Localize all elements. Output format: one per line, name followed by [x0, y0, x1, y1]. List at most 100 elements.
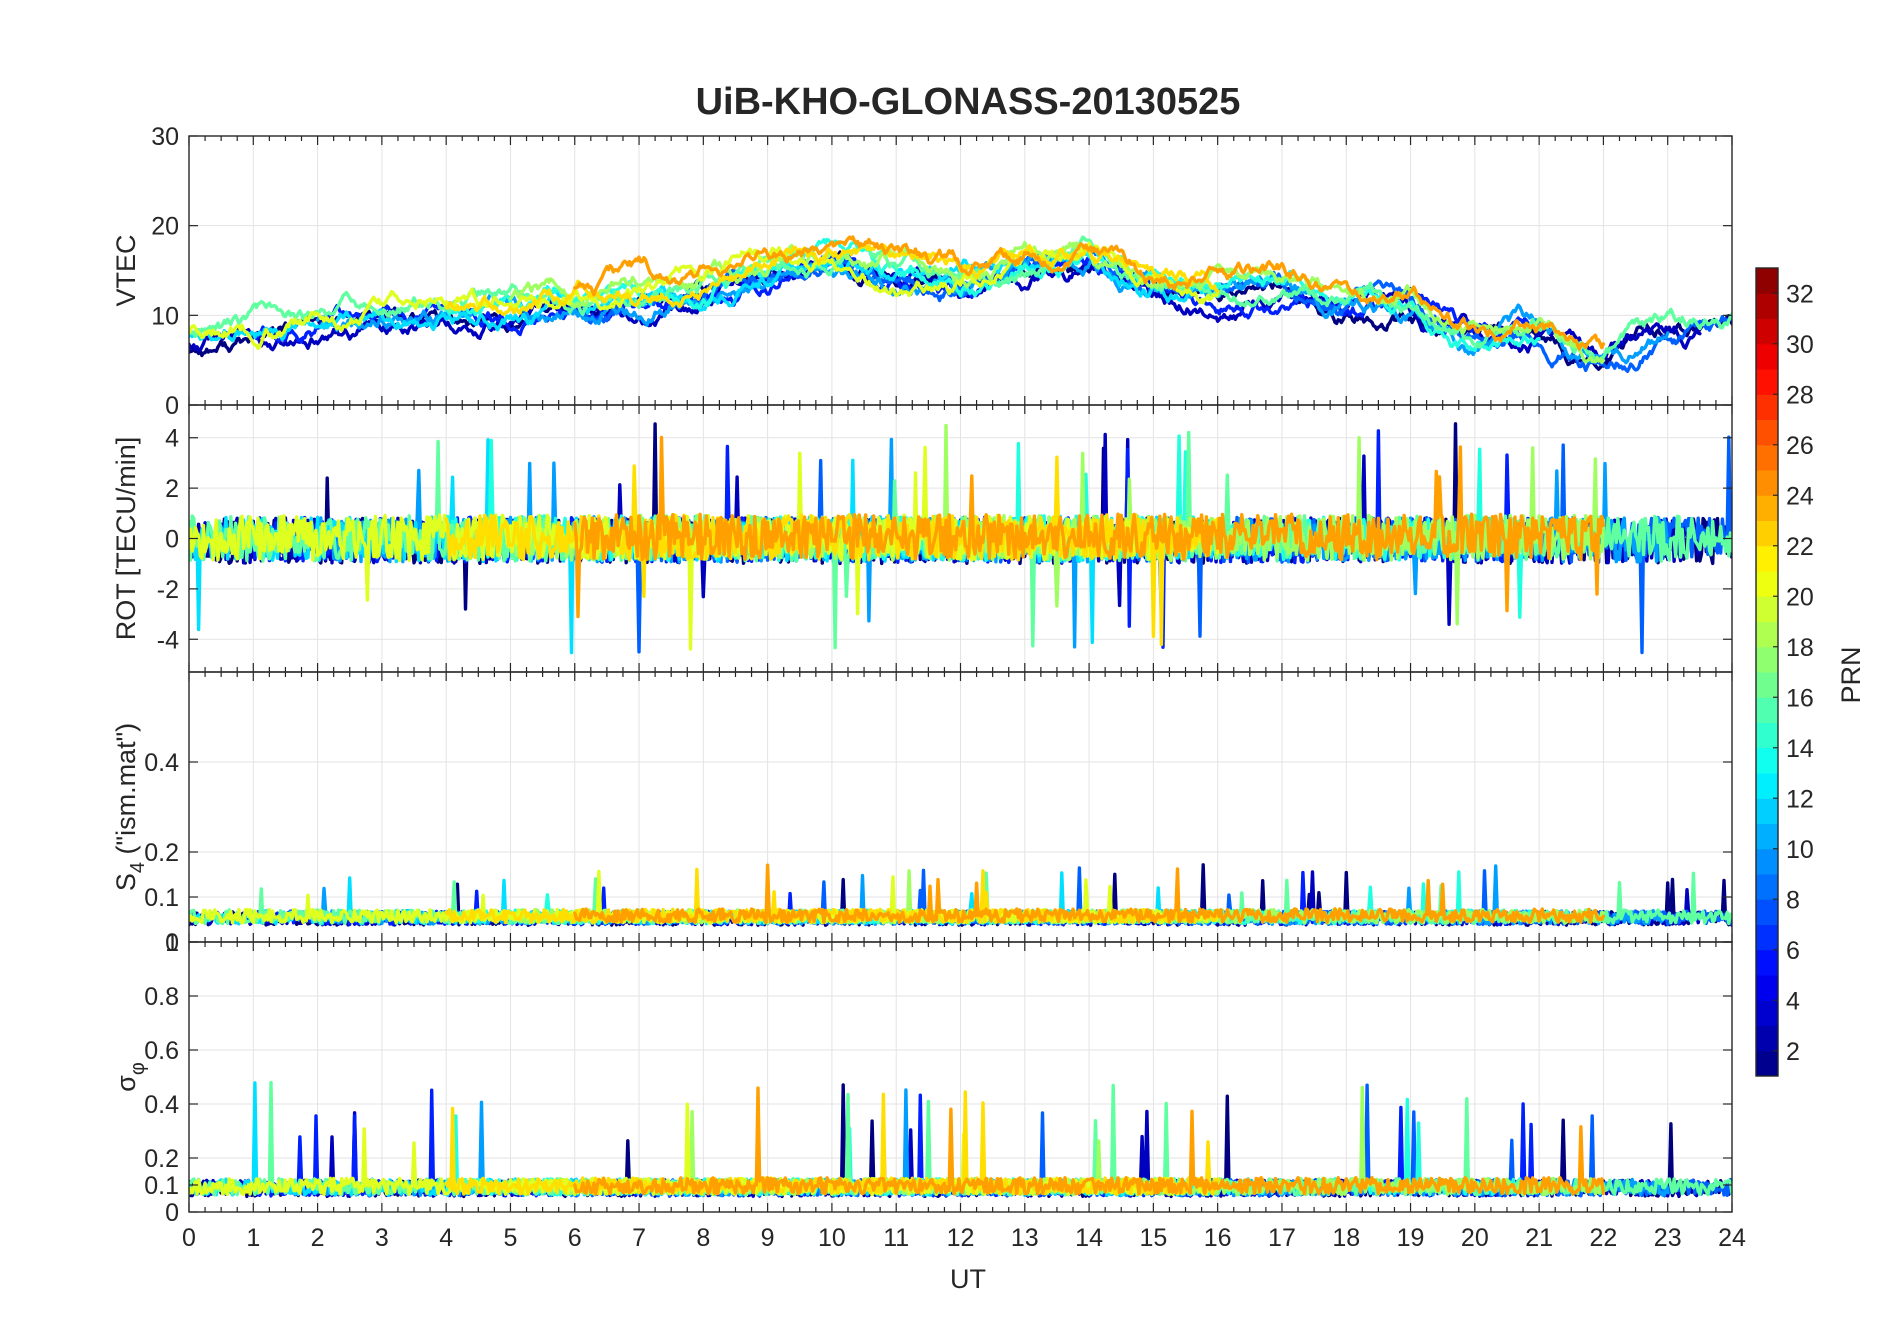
x-tick-label: 13	[1011, 1224, 1039, 1252]
x-tick-label: 22	[1590, 1224, 1618, 1252]
panel-rot: -4 -2 0 2 4 ROT [TECU/min]	[111, 404, 1733, 673]
colorbar-tick-label: 24	[1786, 482, 1814, 510]
y-tick-label-s4: 0	[165, 929, 179, 957]
colorbar-tick-label: 20	[1786, 583, 1814, 611]
x-tick-label: 6	[568, 1224, 582, 1252]
trace-prn-20	[189, 241, 1220, 350]
colorbar-swatch	[1756, 899, 1778, 925]
x-tick-label: 15	[1139, 1224, 1167, 1252]
chart-title: UiB-KHO-GLONASS-20130525	[696, 81, 1241, 123]
colorbar-swatch	[1756, 697, 1778, 723]
y-tick-label-rot: 4	[165, 425, 179, 453]
colorbar-label: PRN	[1836, 646, 1866, 703]
x-tick-label: 0	[182, 1224, 196, 1252]
colorbar-frame	[1755, 267, 1779, 1077]
traces-rot	[189, 422, 1732, 655]
colorbar-swatch	[1756, 747, 1778, 774]
y-tick-label-rot: 2	[165, 475, 179, 503]
y-tick-label-s4: 0.4	[144, 749, 179, 777]
y-tick-label-rot: -4	[157, 626, 179, 654]
colorbar-swatch	[1756, 646, 1778, 673]
x-ticks-rot	[188, 405, 1733, 672]
colorbar-swatch	[1756, 470, 1778, 496]
y-tick-label-sigma_phi: 1	[165, 929, 179, 957]
colorbar-tick-label: 16	[1786, 684, 1814, 712]
x-tick-label: 10	[818, 1224, 846, 1252]
x-tick-label: 21	[1525, 1224, 1553, 1252]
colorbar-swatch	[1756, 798, 1778, 824]
y-tick-label-vtec: 20	[151, 213, 179, 241]
colorbar-swatch	[1756, 369, 1778, 395]
traces-s4	[189, 863, 1732, 927]
colorbar-swatch	[1756, 722, 1778, 749]
colorbar-tick-label: 8	[1786, 886, 1800, 914]
colorbar-tick-label: 28	[1786, 381, 1814, 409]
colorbar-swatch	[1756, 621, 1778, 648]
trace-prn-24	[573, 235, 1606, 351]
colorbar-tick-label: 4	[1786, 987, 1800, 1015]
colorbar-tick-label: 32	[1786, 280, 1814, 308]
panel-vtec: 0 10 20 30 VTEC	[111, 123, 1733, 420]
x-tick-label: 12	[947, 1224, 975, 1252]
y-tick-label-vtec: 30	[151, 123, 179, 151]
x-tick-label: 8	[696, 1224, 710, 1252]
traces-sigma_phi	[189, 1080, 1732, 1199]
y-axis-label-vtec: VTEC	[111, 234, 141, 306]
colorbar-tick-label: 22	[1786, 533, 1814, 561]
y-tick-label-s4: 0.1	[144, 884, 179, 912]
grid-sigma_phi	[188, 941, 1733, 1213]
colorbar-swatch	[1756, 394, 1778, 420]
x-axis-label: UT	[950, 1264, 986, 1294]
colorbar-swatch	[1756, 495, 1778, 521]
y-axis-label-sigma_phi: σφ	[111, 1062, 149, 1092]
x-tick-label: 14	[1075, 1224, 1103, 1252]
y-tick-label-s4: 0.2	[144, 839, 179, 867]
colorbar-swatch	[1756, 419, 1778, 446]
colorbar-swatch	[1756, 444, 1778, 471]
y-tick-label-rot: -2	[157, 576, 179, 604]
x-tick-label: 23	[1654, 1224, 1682, 1252]
x-tick-label: 18	[1332, 1224, 1360, 1252]
colorbar-swatch	[1756, 293, 1778, 319]
colorbar-swatch	[1756, 823, 1778, 850]
y-tick-label-sigma_phi: 0.2	[144, 1145, 179, 1173]
colorbar-swatch	[1756, 343, 1778, 370]
colorbar-swatch	[1756, 672, 1778, 698]
x-tick-label: 4	[439, 1224, 453, 1252]
y-tick-label-vtec: 0	[165, 392, 179, 420]
colorbar-tick-label: 10	[1786, 836, 1814, 864]
x-tick-label: 7	[632, 1224, 646, 1252]
colorbar-swatch	[1756, 1025, 1778, 1052]
colorbar-swatch	[1756, 1000, 1778, 1026]
colorbar-swatch	[1756, 1050, 1778, 1077]
colorbar-tick-label: 26	[1786, 432, 1814, 460]
colorbar-swatch	[1756, 318, 1778, 345]
trace-prn-24	[573, 435, 1606, 619]
y-axis-label-rot: ROT [TECU/min]	[111, 437, 141, 641]
colorbar-swatch	[1756, 949, 1778, 976]
y-tick-label-sigma_phi: 0.8	[144, 983, 179, 1011]
x-tick-label: 3	[375, 1224, 389, 1252]
colorbar-tick-label: 18	[1786, 634, 1814, 662]
colorbar-swatch	[1756, 874, 1778, 900]
x-tick-label: 2	[311, 1224, 325, 1252]
colorbar-swatch	[1756, 596, 1778, 622]
colorbar-tick-label: 12	[1786, 785, 1814, 813]
y-tick-label-rot: 0	[165, 526, 179, 554]
y-tick-label-sigma_phi: 0.1	[144, 1172, 179, 1200]
colorbar-tick-label: 6	[1786, 937, 1800, 965]
x-tick-label: 11	[883, 1224, 909, 1252]
colorbar-swatch	[1756, 268, 1778, 294]
colorbar-swatch	[1756, 545, 1778, 572]
y-tick-label-sigma_phi: 0.4	[144, 1091, 179, 1119]
colorbar-swatch	[1756, 571, 1778, 597]
colorbar-swatch	[1756, 848, 1778, 875]
x-tick-label: 20	[1461, 1224, 1489, 1252]
x-ticks-vtec	[188, 135, 1733, 406]
trace-prn-24	[573, 1086, 1606, 1196]
panel-s4: 0 0.1 0.2 0.4S4 ("ism.mat")	[111, 671, 1733, 957]
x-tick-label: 9	[761, 1224, 775, 1252]
